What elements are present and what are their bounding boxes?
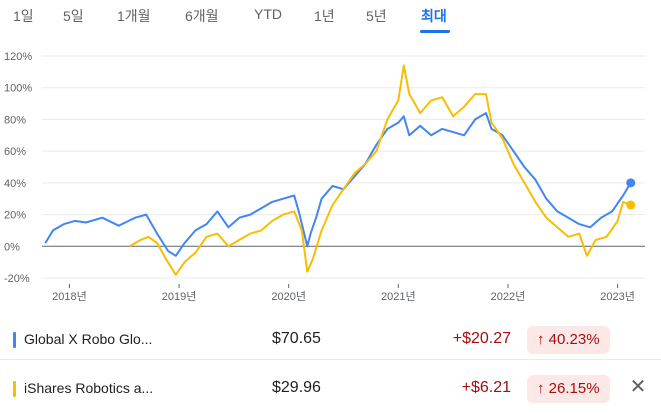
series-color-swatch bbox=[13, 332, 16, 348]
remove-comparison-close-icon[interactable]: ✕ bbox=[629, 376, 647, 398]
y-tick-label: 40% bbox=[4, 178, 26, 190]
percent-change-badge: ↑ 26.15% bbox=[527, 375, 610, 403]
fund-price: $29.96 bbox=[272, 379, 321, 396]
tab-1y[interactable]: 1년 bbox=[314, 8, 335, 24]
row-divider bbox=[0, 359, 661, 360]
x-tick-label: 2019년 bbox=[162, 290, 197, 303]
y-tick-label: -20% bbox=[4, 273, 30, 285]
tab-5d[interactable]: 5일 bbox=[63, 8, 84, 24]
comparison-row-1[interactable]: Global X Robo Glo... $70.65 +$20.27 ↑ 40… bbox=[0, 320, 661, 360]
tab-ytd[interactable]: YTD bbox=[254, 6, 282, 22]
price-change: +$20.27 bbox=[452, 330, 511, 347]
fund-name: Global X Robo Glo... bbox=[24, 331, 153, 347]
series-end-point-1 bbox=[626, 178, 636, 188]
tab-6m[interactable]: 6개월 bbox=[185, 8, 219, 24]
x-tick-label: 2021년 bbox=[381, 290, 416, 303]
x-tick-label: 2018년 bbox=[52, 290, 87, 303]
fund-price: $70.65 bbox=[272, 330, 321, 347]
x-tick-label: 2023년 bbox=[600, 290, 635, 303]
y-tick-label: 0% bbox=[4, 241, 20, 253]
y-tick-label: 80% bbox=[4, 114, 26, 126]
x-tick-label: 2022년 bbox=[491, 290, 526, 303]
comparison-line-chart: 120% 100% 80% 60% 40% 20% 0% -20% 2018년 2019년 2020… bbox=[4, 51, 645, 303]
series-end-point-2 bbox=[626, 200, 636, 210]
tab-5y[interactable]: 5년 bbox=[366, 8, 387, 24]
active-tab-indicator bbox=[420, 30, 450, 33]
price-change: +$6.21 bbox=[461, 379, 511, 396]
x-tick-label: 2020년 bbox=[271, 290, 306, 303]
y-tick-label: 20% bbox=[4, 210, 26, 222]
time-range-tabs: 1일 5일 1개월 6개월 YTD 1년 5년 최대 bbox=[0, 0, 661, 34]
series-line-2 bbox=[129, 64, 632, 276]
tab-1d[interactable]: 1일 bbox=[13, 8, 34, 24]
tab-1m[interactable]: 1개월 bbox=[117, 8, 151, 24]
series-color-swatch bbox=[13, 381, 16, 397]
y-tick-label: 120% bbox=[4, 51, 32, 63]
y-tick-label: 60% bbox=[4, 146, 26, 158]
comparison-row-2[interactable]: iShares Robotics a... $29.96 +$6.21 ↑ 26… bbox=[0, 369, 661, 409]
fund-name: iShares Robotics a... bbox=[24, 380, 154, 396]
y-tick-label: 100% bbox=[4, 83, 32, 95]
series-line-1 bbox=[44, 112, 632, 257]
percent-change-badge: ↑ 40.23% bbox=[527, 326, 610, 354]
tab-max[interactable]: 최대 bbox=[421, 8, 447, 24]
